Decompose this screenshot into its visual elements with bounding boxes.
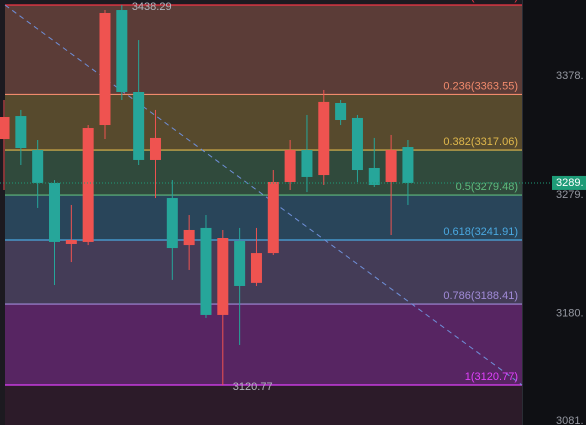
candle-body [217,237,229,315]
fib-level-label: 0.382(3317.06) [443,136,518,148]
candle-body [65,240,77,244]
candle-body [402,147,414,183]
fib-zone [5,150,522,196]
below-fib-zone [5,384,522,425]
candle-body [318,101,330,176]
candle-body [301,150,313,177]
candle-body [15,116,27,149]
candle-body [166,198,178,249]
candle-body [335,103,347,120]
y-tick-label: 3081. [556,415,584,425]
fib-level-label: 0.786(3188.41) [443,290,518,302]
candle-body [385,150,397,182]
fib-zone [5,240,522,305]
fib-level-label: 1(3120.77) [465,371,518,383]
fib-zone [5,5,522,95]
candle-body [116,10,128,92]
candle-body [0,117,10,140]
fib-labels: 0(3438.29) 0.236(3363.55) 0.382(3317.06) 0.… [132,0,518,393]
candles [0,5,414,385]
high-annotation: 3438.29 [132,1,172,13]
low-annotation: 3120.77 [233,381,273,393]
price-axis-background [522,0,586,425]
fib-level-label: 0.618(3241.91) [443,226,518,238]
candle-body [99,13,111,126]
fib-zone [5,304,522,385]
fib-level-label: 0(3438.29) [465,0,518,3]
current-price-label: 3289. [556,177,584,189]
candle-body [284,150,296,182]
fib-zones [5,4,522,425]
candle-body [200,227,212,315]
trend-line [4,4,523,386]
candle-body [267,181,279,254]
candle-body [234,240,246,286]
y-tick-label: 3378. [556,70,584,82]
candle-body [351,117,363,171]
y-tick-label: 3180. [556,308,584,320]
price-axis: 3378. 3279. 3180. 3081. 3289. [0,70,586,425]
fib-level-label: 0.236(3363.55) [443,80,518,92]
fib-level-label: 0.5(3279.48) [456,181,518,193]
candle-body [82,128,94,242]
y-tick-label: 3279. [556,189,584,201]
candle-body [49,182,61,242]
candle-body [149,137,161,160]
candle-body [32,150,44,183]
candle-body [133,91,145,160]
candle-body [368,167,380,185]
candle-body [250,253,262,283]
current-price-tag [552,175,586,190]
candle-body [183,229,195,246]
